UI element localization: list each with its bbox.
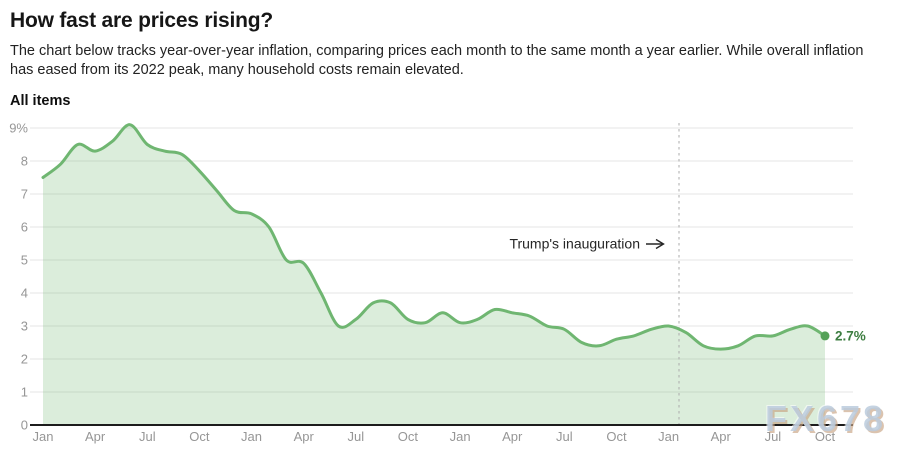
x-tick-label: Apr xyxy=(294,429,315,444)
series-label: All items xyxy=(10,93,71,109)
x-tick-label: Jul xyxy=(347,429,364,444)
x-tick-label: Oct xyxy=(189,429,210,444)
y-tick-label: 0 xyxy=(21,418,28,433)
y-tick-label: 9% xyxy=(9,121,28,136)
y-tick-label: 4 xyxy=(21,286,28,301)
y-tick-label: 1 xyxy=(21,385,28,400)
annotation-arrow-head xyxy=(655,238,665,250)
y-tick-label: 5 xyxy=(21,253,28,268)
latest-value-dot xyxy=(820,331,830,341)
page-subtitle: The chart below tracks year-over-year in… xyxy=(10,43,864,78)
page-title: How fast are prices rising? xyxy=(10,9,274,32)
y-tick-label: 7 xyxy=(21,187,28,202)
x-tick-label: Jan xyxy=(658,429,679,444)
y-tick-label: 3 xyxy=(21,319,28,334)
y-tick-label: 6 xyxy=(21,220,28,235)
x-tick-label: Jul xyxy=(556,429,573,444)
x-tick-label: Oct xyxy=(398,429,419,444)
x-tick-label: Jan xyxy=(241,429,262,444)
x-tick-label: Jan xyxy=(450,429,471,444)
inauguration-annotation: Trump's inauguration xyxy=(509,236,640,252)
data-line xyxy=(41,123,827,351)
x-tick-label: Oct xyxy=(606,429,627,444)
x-tick-label: Jul xyxy=(765,429,782,444)
y-tick-label: 8 xyxy=(21,154,28,169)
x-tick-label: Oct xyxy=(815,429,836,444)
y-tick-label: 2 xyxy=(21,352,28,367)
chart-header: How fast are prices rising? The chart be… xyxy=(10,0,891,109)
x-tick-label: Apr xyxy=(502,429,523,444)
x-tick-label: Jul xyxy=(139,429,156,444)
x-tick-label: Apr xyxy=(711,429,732,444)
x-tick-label: Apr xyxy=(85,429,106,444)
latest-value-label: 2.7% xyxy=(835,328,866,343)
x-tick-label: Jan xyxy=(33,429,54,444)
area-fill xyxy=(43,124,825,425)
